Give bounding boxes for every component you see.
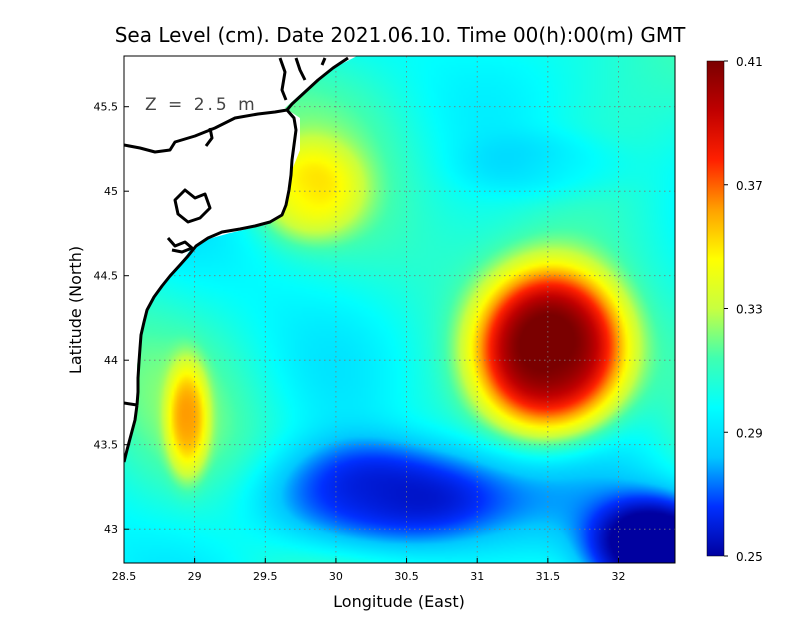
colorbar: 0.25 0.29 0.33 0.37 0.41 (706, 55, 763, 564)
plot-area: Z = 2.5 m (124, 56, 675, 563)
x-axis-label: Longitude (East) (333, 592, 465, 611)
y-tick-label: 45 (104, 185, 118, 198)
plot-frame (123, 55, 676, 564)
x-tick-label: 29 (188, 570, 202, 583)
y-tick-label: 44.5 (94, 270, 119, 283)
x-tick-label: 28.5 (112, 570, 137, 583)
grid-lines (124, 56, 675, 563)
y-tick-label: 43.5 (94, 439, 119, 452)
colorbar-tick-label: 0.33 (736, 303, 763, 317)
colorbar-ticks: 0.25 0.29 0.33 0.37 0.41 (724, 55, 763, 564)
y-tick-label: 45.5 (94, 101, 119, 114)
x-tick-label: 31.5 (536, 570, 561, 583)
x-tick-label: 32 (611, 570, 625, 583)
y-axis-ticks: 43 43.5 44 44.5 45 45.5 (94, 101, 129, 536)
x-axis-ticks: 28.5 29 29.5 30 30.5 31 31.5 32 (112, 558, 625, 583)
colorbar-tick-label: 0.37 (736, 179, 763, 193)
y-tick-label: 44 (104, 354, 118, 367)
x-tick-label: 31 (470, 570, 484, 583)
coastline (124, 56, 349, 463)
colorbar-gradient (707, 61, 724, 556)
y-tick-label: 43 (104, 523, 118, 536)
depth-annotation: Z = 2.5 m (145, 95, 258, 115)
x-tick-label: 30.5 (394, 570, 419, 583)
chart-title: Sea Level (cm). Date 2021.06.10. Time 00… (115, 23, 686, 47)
y-axis-label: Latitude (North) (66, 246, 85, 374)
colorbar-tick-label: 0.25 (736, 550, 763, 564)
colorbar-tick-label: 0.41 (736, 55, 763, 69)
colorbar-tick-label: 0.29 (736, 426, 763, 440)
x-tick-label: 30 (329, 570, 343, 583)
x-tick-label: 29.5 (253, 570, 278, 583)
land-mass (124, 56, 357, 465)
